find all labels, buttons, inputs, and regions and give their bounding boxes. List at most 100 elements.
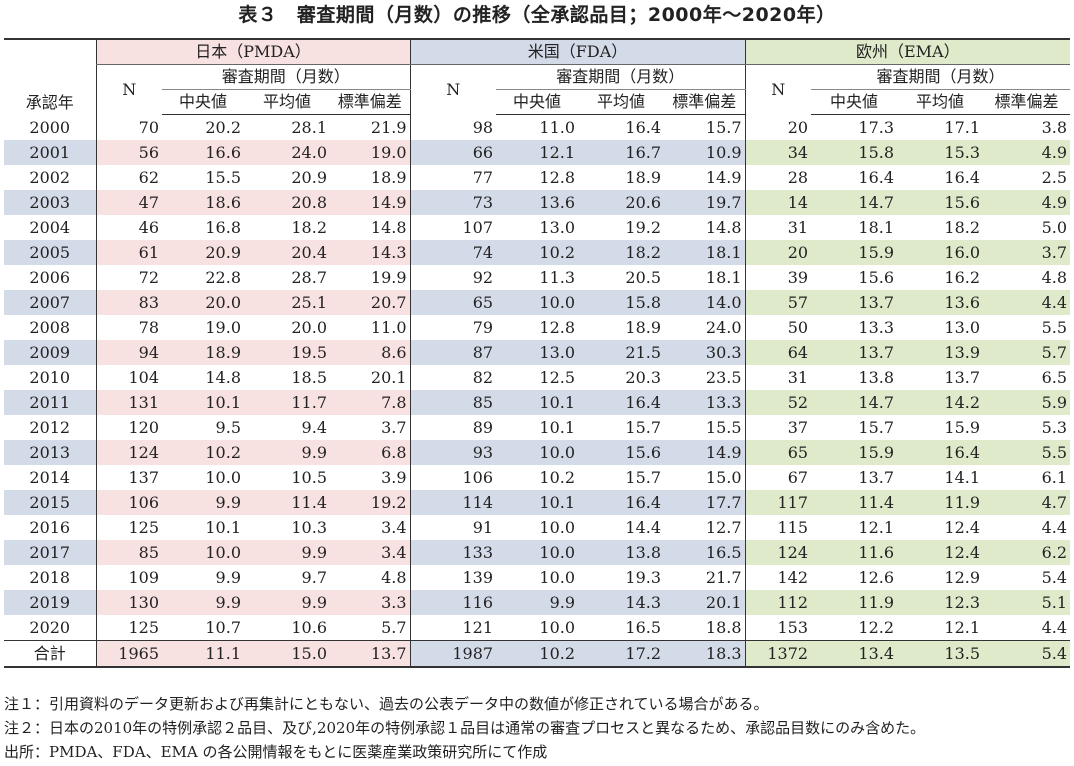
- table-cell: 131: [95, 390, 162, 415]
- table-row: 2010 104 14.8 18.5 20.1 82 12.5 20.3 23.5 31 13.8 1…: [4, 365, 1070, 390]
- table-cell: 77: [409, 165, 497, 190]
- table-cell: 11.0: [539, 118, 576, 137]
- table-cell: 66: [409, 140, 497, 165]
- year-cell: 2020: [29, 618, 71, 637]
- table-cell: 20: [744, 240, 812, 265]
- period-header-us: 審査期間（月数）: [496, 64, 746, 90]
- total-cell: 13.5: [897, 640, 984, 668]
- table-cell: 18.9: [625, 318, 662, 337]
- table-cell: 19.3: [625, 568, 662, 587]
- median-header-eu: 中央値: [811, 89, 898, 115]
- table-cell: 120: [95, 415, 162, 440]
- table-cell: 19.2: [330, 490, 411, 515]
- total-cell: 18.3: [664, 640, 746, 668]
- year-cell: 2004: [29, 218, 71, 237]
- table-cell: 72: [95, 265, 162, 290]
- year-cell: 2018: [29, 568, 71, 587]
- table-cell: 16.4: [625, 118, 662, 137]
- table-cell: 83: [95, 290, 162, 315]
- table-cell: 14.1: [944, 468, 981, 487]
- table-cell: 5.5: [983, 440, 1071, 465]
- table-cell: 14.9: [664, 440, 746, 465]
- table-cell: 4.8: [1041, 268, 1068, 287]
- note-2: 注２：日本の2010年の特例承認２品目、及び,2020年の特例承認１品目は通常の…: [4, 719, 926, 737]
- table-cell: 14.7: [811, 390, 898, 415]
- year-cell: 2002: [29, 168, 71, 187]
- table-cell: 10.0: [496, 440, 579, 465]
- table-cell: 65: [409, 290, 497, 315]
- table-cell: 20.3: [625, 368, 662, 387]
- table-cell: 9.9: [244, 440, 330, 465]
- total-cell: 13.7: [330, 640, 411, 668]
- table-cell: 4.4: [1041, 618, 1068, 637]
- table-cell: 20.1: [664, 590, 746, 615]
- table-cell: 13.3: [664, 390, 746, 415]
- mean-header-us: 平均値: [578, 89, 665, 115]
- table-cell: 12.2: [858, 618, 895, 637]
- mean-header-japan: 平均値: [244, 89, 330, 115]
- table-cell: 94: [95, 340, 162, 365]
- table-row: 2008 78 19.0 20.0 11.0 79 12.8 18.9 24.0 50 13.3 13…: [4, 315, 1070, 340]
- table-cell: 70: [95, 114, 162, 140]
- table-cell: 79: [409, 315, 497, 340]
- table-cell: 106: [95, 490, 162, 515]
- table-cell: 18.1: [664, 240, 746, 265]
- table-cell: 15.6: [897, 190, 984, 215]
- table-cell: 125: [95, 515, 162, 540]
- table-cell: 28.7: [291, 268, 327, 287]
- table-cell: 64: [744, 340, 812, 365]
- table-cell: 78: [95, 315, 162, 340]
- n-header-japan: N: [95, 64, 162, 115]
- table-cell: 15.7: [625, 418, 662, 437]
- period-header-japan: 審査期間（月数）: [162, 64, 411, 90]
- table-cell: 14.9: [330, 190, 411, 215]
- year-cell: 2016: [29, 518, 71, 537]
- table-cell: 10.0: [496, 290, 579, 315]
- table-cell: 142: [744, 565, 812, 590]
- table-cell: 109: [95, 565, 162, 590]
- table-cell: 12.5: [539, 368, 576, 387]
- table-cell: 6.1: [1041, 468, 1068, 487]
- table-cell: 16.7: [578, 140, 665, 165]
- table-cell: 12.1: [858, 518, 895, 537]
- table-cell: 13.6: [897, 290, 984, 315]
- table-cell: 6.8: [330, 440, 411, 465]
- table-cell: 37: [744, 415, 812, 440]
- n-header-us: N: [409, 64, 497, 115]
- table-row: 2000 70 20.2 28.1 21.9 98 11.0 16.4 15.7 20 17.3 17…: [4, 114, 1070, 140]
- table-cell: 10.1: [496, 490, 579, 515]
- table-cell: 15.6: [578, 440, 665, 465]
- table-cell: 124: [744, 540, 812, 565]
- table-cell: 47: [95, 190, 162, 215]
- year-cell: 2003: [4, 190, 96, 215]
- table-cell: 20.2: [205, 118, 241, 137]
- table-cell: 15.0: [705, 468, 742, 487]
- table-cell: 30.3: [664, 340, 746, 365]
- table-row: 2013 124 10.2 9.9 6.8 93 10.0 15.6 14.9 65 15.9 16.…: [4, 440, 1071, 465]
- table-cell: 10.5: [291, 468, 327, 487]
- table-cell: 10.0: [496, 540, 579, 565]
- table-cell: 16.2: [944, 268, 981, 287]
- table-cell: 17.7: [664, 490, 746, 515]
- table-cell: 10.1: [205, 518, 241, 537]
- table-cell: 115: [744, 515, 812, 540]
- table-row: 2004 46 16.8 18.2 14.8 107 13.0 19.2 14.8 31 18.1 1…: [4, 215, 1070, 240]
- table-cell: 10.2: [496, 240, 579, 265]
- region-header-us: 米国（FDA）: [409, 39, 746, 65]
- table-cell: 9.9: [244, 540, 330, 565]
- table-cell: 13.8: [578, 540, 665, 565]
- table-cell: 12.8: [539, 168, 576, 187]
- table-cell: 106: [409, 465, 497, 490]
- table-cell: 4.4: [1041, 518, 1068, 537]
- table-cell: 13.8: [858, 368, 895, 387]
- table-cell: 124: [95, 440, 162, 465]
- total-row: 合計 1965 11.1 15.0 13.7 1987 10.2 17.2 18…: [4, 640, 1071, 668]
- table-cell: 9.9: [162, 490, 244, 515]
- table-cell: 20.4: [244, 240, 330, 265]
- table-cell: 13.0: [496, 340, 579, 365]
- table-cell: 74: [409, 240, 497, 265]
- table-notes: 注１：引用資料のデータ更新および再集計にともない、過去の公表データ中の数値が修正…: [4, 692, 1070, 764]
- table-cell: 15.8: [811, 140, 898, 165]
- table-cell: 98: [409, 114, 497, 140]
- table-cell: 52: [744, 390, 812, 415]
